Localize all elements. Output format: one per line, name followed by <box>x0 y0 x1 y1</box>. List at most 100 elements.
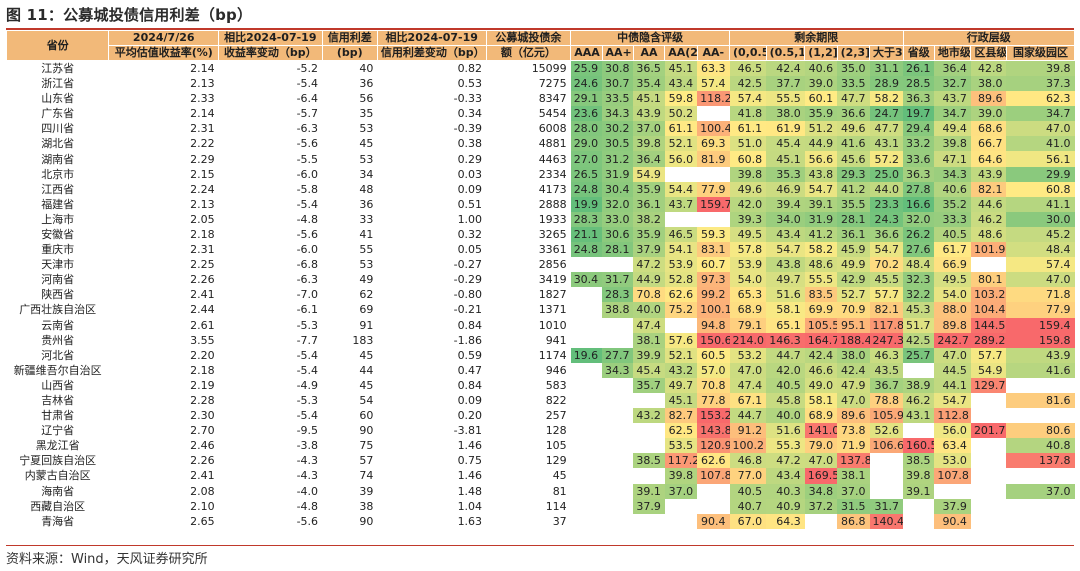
yield-change-cell: -5.4 <box>296 409 319 423</box>
yield-change-cell: -5.2 <box>296 62 319 75</box>
heat-cell: 59.8 <box>664 91 698 107</box>
heat-cell: 62.5 <box>664 423 698 439</box>
heat-cell: 47.0 <box>837 392 870 409</box>
yield-change-cell: -4.9 <box>296 378 319 392</box>
heat-cell: 33.5 <box>837 76 870 92</box>
heat-cell: 45.5 <box>869 272 904 288</box>
heat-cell <box>633 393 664 408</box>
spread-cell: 69 <box>359 303 374 317</box>
spread-change-cell: 0.03 <box>457 167 483 181</box>
heat-cell: 25.0 <box>869 166 904 182</box>
yield-change-cell: -5.6 <box>296 514 319 528</box>
yield-change-cell: -6.3 <box>296 273 319 287</box>
heat-cell: 100.2 <box>729 438 767 454</box>
heat-cell: 160.5 <box>903 438 935 454</box>
spread-change-cell: 0.75 <box>457 454 483 468</box>
heat-cell: 57.8 <box>729 242 767 258</box>
heat-cell <box>571 484 602 499</box>
heat-cell <box>633 468 664 483</box>
yield-change-cell: -5.4 <box>296 363 319 377</box>
spread-cell: 60 <box>359 409 374 423</box>
heat-cell: 36.1 <box>837 226 870 243</box>
heat-cell <box>602 499 633 514</box>
heat-cell: 112.8 <box>934 408 971 424</box>
heat-cell: 143.8 <box>697 423 730 439</box>
header-col-city: 地市级 <box>933 45 972 61</box>
table-row: 江苏省 2.14 -5.2 40 0.82 15099 25.9 30.8 36.5 45.1 63… <box>7 60 1075 76</box>
heat-cell: 43.4 <box>664 76 698 92</box>
heat-cell: 40.7 <box>729 498 767 514</box>
heat-cell: 100.1 <box>697 302 730 318</box>
spread-change-cell: 0.38 <box>457 137 483 151</box>
heat-cell: 41.6 <box>837 136 870 152</box>
heat-cell: 169.5 <box>804 468 838 484</box>
yield-cell: 2.18 <box>190 363 215 377</box>
heat-cell <box>665 167 697 182</box>
table-row: 四川省 2.31 -6.3 53 -0.39 6008 28.0 30.2 37.0 61.1 10… <box>7 121 1075 137</box>
heat-cell: 45.6 <box>837 151 870 167</box>
province-cell: 安徽省 <box>41 227 75 241</box>
heat-cell: 40.0 <box>766 408 805 424</box>
heat-cell <box>697 484 729 499</box>
heat-cell <box>971 257 1007 272</box>
heat-cell: 36.6 <box>869 226 904 243</box>
heat-cell: 19.6 <box>570 347 603 363</box>
heat-cell: 79.1 <box>729 317 767 333</box>
heat-cell <box>697 499 729 514</box>
header-term-group: 剩余期限 <box>729 30 904 46</box>
yield-change-cell: -4.8 <box>296 212 319 226</box>
heat-cell: 68.9 <box>729 302 767 318</box>
heat-cell: 56.0 <box>934 423 971 439</box>
heat-cell: 46.2 <box>970 211 1007 227</box>
yield-cell: 2.65 <box>190 514 215 528</box>
heat-cell: 39.1 <box>903 483 935 499</box>
heat-cell: 39.1 <box>804 196 838 212</box>
header-col-aa2: AA(2) <box>664 45 698 61</box>
heat-cell <box>903 499 934 514</box>
heat-cell <box>903 514 934 529</box>
heat-cell: 21.1 <box>570 226 603 243</box>
heat-cell: 104.4 <box>970 302 1007 318</box>
spread-change-cell: 0.05 <box>457 243 483 257</box>
balance-cell: 1010 <box>538 318 567 332</box>
heat-cell: 80.1 <box>970 272 1007 288</box>
heat-cell: 45.1 <box>633 91 665 107</box>
heat-cell: 120.9 <box>697 438 730 454</box>
spread-change-cell: 0.32 <box>457 227 483 241</box>
heat-cell: 38.0 <box>970 76 1007 92</box>
heat-cell: 106.6 <box>869 438 904 454</box>
heat-cell: 49.9 <box>837 257 870 273</box>
yield-cell: 2.70 <box>190 424 215 438</box>
heat-cell: 58.1 <box>766 302 805 318</box>
yield-change-cell: -5.3 <box>296 394 319 408</box>
heat-cell <box>903 363 934 378</box>
heat-cell: 26.1 <box>903 60 935 76</box>
heat-cell: 53.2 <box>729 347 767 363</box>
heat-cell: 62.6 <box>697 453 730 469</box>
heat-cell: 37.0 <box>633 121 665 137</box>
heat-cell: 49.6 <box>837 121 870 137</box>
heat-cell: 25.7 <box>903 347 935 363</box>
heat-cell: 40.6 <box>934 181 971 197</box>
table-row: 天津市 2.25 -6.8 53 -0.27 2856 47.2 53.9 60.7 53.9 43… <box>7 257 1075 273</box>
yield-change-cell: -6.4 <box>296 92 319 106</box>
heat-cell <box>697 106 729 121</box>
heat-cell <box>870 484 904 499</box>
heat-cell: 39.3 <box>729 211 767 227</box>
heat-cell: 47.4 <box>633 317 665 333</box>
heat-cell: 65.1 <box>766 317 805 333</box>
heat-cell: 55.5 <box>804 272 838 288</box>
heat-cell: 30.2 <box>602 121 634 137</box>
heat-cell: 33.0 <box>602 211 634 227</box>
header-balance: 公募城投债余 <box>485 30 572 46</box>
yield-change-cell: -3.8 <box>296 439 319 453</box>
heat-cell: 60.1 <box>804 91 838 107</box>
heat-cell <box>571 408 602 423</box>
heat-cell: 27.0 <box>570 151 603 167</box>
heat-cell: 46.3 <box>869 347 904 363</box>
spread-change-cell: 0.53 <box>457 77 483 91</box>
table-row: 山东省 2.33 -6.4 56 -0.33 8347 29.1 33.5 45.1 59.8 11… <box>7 91 1075 107</box>
header-col-aa: AA <box>632 45 666 61</box>
heat-cell <box>602 318 633 333</box>
heat-cell: 82.1 <box>869 302 904 318</box>
